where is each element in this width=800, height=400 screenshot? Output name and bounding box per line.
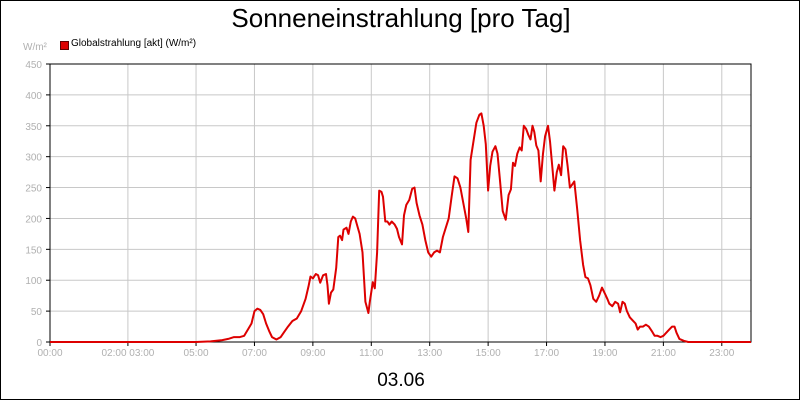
y-tick-label: 0 [36, 338, 42, 349]
y-tick-label: 450 [25, 60, 42, 71]
x-tick-label: 07:00 [242, 348, 267, 359]
x-tick-label: 15:00 [476, 348, 501, 359]
x-tick-label: 21:00 [651, 348, 676, 359]
y-axis-unit: W/m² [23, 42, 47, 53]
legend-swatch [60, 41, 69, 50]
series-group [50, 112, 751, 343]
x-tick-label: 09:00 [300, 348, 325, 359]
axis-ticks: 0 50 100 150 200 250 300 350 400 450 00:00 02:00 03… [25, 60, 734, 359]
y-tick-label: 350 [25, 122, 42, 133]
x-tick-label: 23:00 [709, 348, 734, 359]
y-tick-label: 300 [25, 153, 42, 164]
x-axis-date-label: 03.06 [377, 370, 425, 391]
series-line-globalstrahlung [50, 112, 751, 343]
x-tick-label: 17:00 [534, 348, 559, 359]
chart-title: Sonneneinstrahlung [pro Tag] [231, 3, 571, 33]
y-tick-label: 150 [25, 245, 42, 256]
gridlines [49, 63, 751, 343]
plot-area-border [49, 63, 752, 343]
x-tick-label: 02:00 03:00 [101, 348, 154, 359]
x-tick-label: 11:00 [359, 348, 384, 359]
y-tick-label: 400 [25, 91, 42, 102]
x-tick-label: 13:00 [417, 348, 442, 359]
legend-label: Globalstrahlung [akt] (W/m²) [71, 38, 197, 49]
y-tick-label: 50 [31, 307, 43, 318]
x-tick-label: 05:00 [184, 348, 209, 359]
y-tick-label: 250 [25, 184, 42, 195]
x-tick-label: 00:00 [37, 348, 62, 359]
y-tick-label: 200 [25, 214, 42, 225]
y-tick-label: 100 [25, 276, 42, 287]
x-tick-label: 19:00 [592, 348, 617, 359]
